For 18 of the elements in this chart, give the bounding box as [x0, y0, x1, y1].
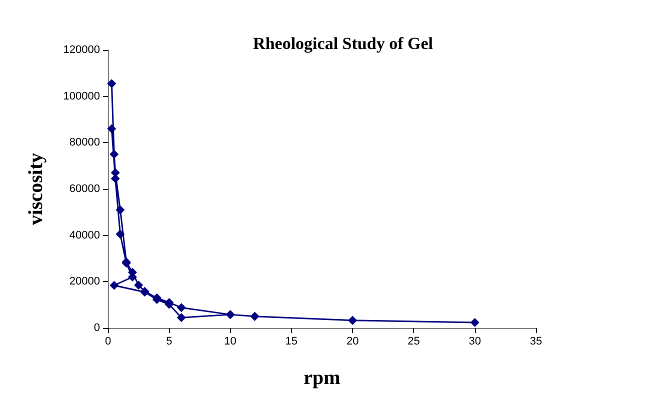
x-tick-label: 5	[166, 336, 172, 348]
y-tick-label: 120000	[63, 44, 100, 56]
y-tick-label: 80000	[69, 136, 100, 149]
y-tick-label: 40000	[69, 229, 100, 242]
x-tick-label: 15	[285, 336, 298, 348]
y-axis-title: viscosity	[25, 152, 47, 226]
x-tick-label: 0	[104, 336, 112, 348]
x-tick-label: 35	[530, 336, 542, 348]
y-tick-label: 20000	[69, 276, 100, 288]
x-tick-label: 30	[468, 336, 481, 348]
x-tick-label: 20	[346, 336, 359, 348]
y-tick-label: 60000	[69, 183, 100, 195]
y-tick-label: 100000	[63, 90, 100, 102]
y-tick-label: 0	[94, 322, 100, 334]
chart-title: Rheological Study of Gel	[253, 34, 434, 53]
x-tick-label: 10	[224, 336, 236, 348]
x-axis-title: rpm	[304, 367, 341, 389]
x-tick-label: 25	[408, 336, 420, 348]
